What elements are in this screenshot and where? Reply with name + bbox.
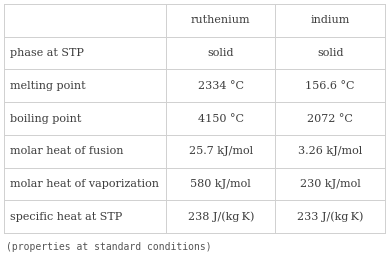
Text: solid: solid [317, 48, 343, 58]
Text: boiling point: boiling point [10, 114, 81, 123]
Text: melting point: melting point [10, 81, 86, 91]
Text: solid: solid [207, 48, 234, 58]
Text: (properties at standard conditions): (properties at standard conditions) [6, 242, 212, 252]
Text: ruthenium: ruthenium [191, 15, 251, 25]
Text: 2072 °C: 2072 °C [307, 114, 353, 123]
Text: specific heat at STP: specific heat at STP [10, 212, 122, 222]
Text: 580 kJ/mol: 580 kJ/mol [190, 179, 251, 189]
Text: 230 kJ/mol: 230 kJ/mol [300, 179, 361, 189]
Text: 233 J/(kg K): 233 J/(kg K) [297, 211, 363, 222]
Text: 238 J/(kg K): 238 J/(kg K) [187, 211, 254, 222]
Text: molar heat of fusion: molar heat of fusion [10, 146, 123, 156]
Text: 25.7 kJ/mol: 25.7 kJ/mol [189, 146, 253, 156]
Text: 4150 °C: 4150 °C [198, 114, 244, 123]
Text: 2334 °C: 2334 °C [198, 81, 244, 91]
Text: molar heat of vaporization: molar heat of vaporization [10, 179, 159, 189]
Text: phase at STP: phase at STP [10, 48, 84, 58]
Text: 3.26 kJ/mol: 3.26 kJ/mol [298, 146, 363, 156]
Text: 156.6 °C: 156.6 °C [305, 81, 355, 91]
Text: indium: indium [310, 15, 350, 25]
